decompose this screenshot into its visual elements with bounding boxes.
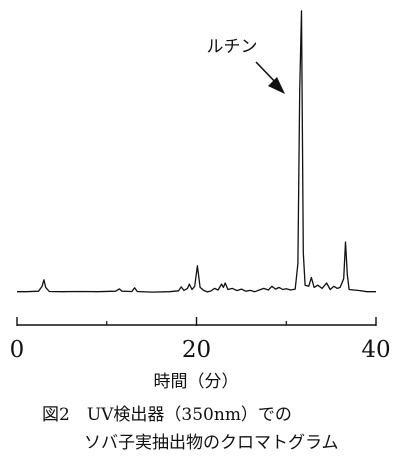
annotation-arrow-head (268, 77, 285, 94)
plot-area (17, 10, 376, 293)
x-tick-label-20: 20 (182, 337, 211, 363)
figure-caption-line-1: 図2 UV検出器（350nm）での (42, 405, 292, 425)
annotation-label: ルチン (207, 37, 258, 57)
x-tick-label-40: 40 (361, 337, 390, 363)
series-line-0 (17, 10, 376, 293)
x-axis: 0 20 40 (10, 317, 391, 363)
x-axis-title: 時間（分） (154, 372, 239, 392)
annotation-group: ルチン (207, 37, 285, 94)
x-tick-label-0: 0 (10, 337, 25, 363)
figure-caption-line-2: ソバ子実抽出物のクロマトグラム (84, 433, 339, 453)
